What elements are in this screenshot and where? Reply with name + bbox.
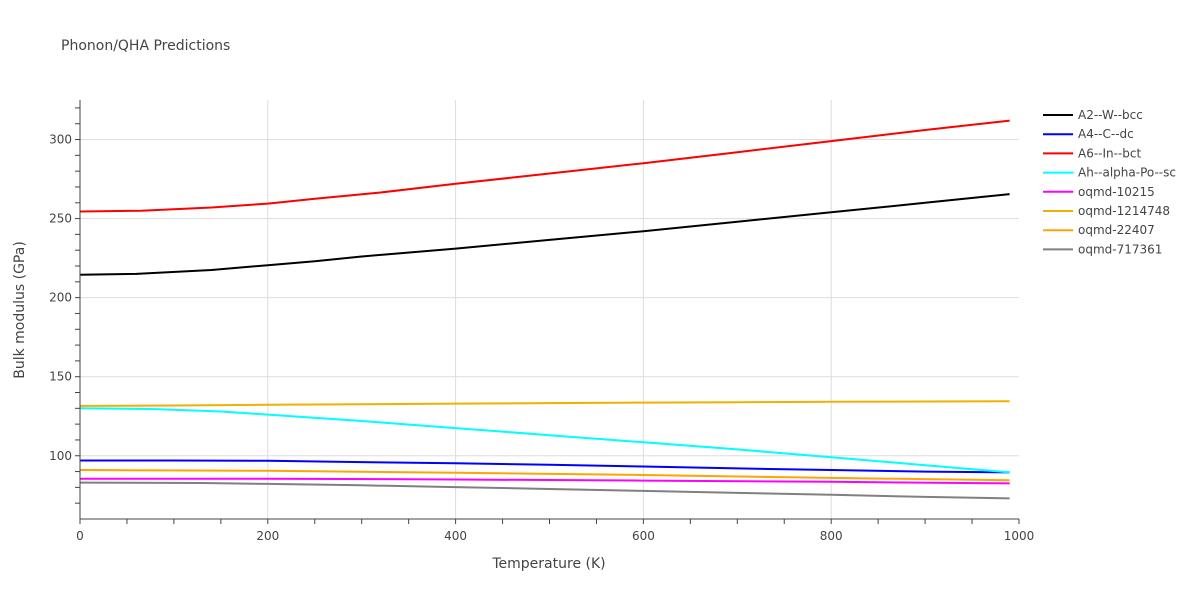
x-tick-label: 600 [632,529,655,543]
legend-item[interactable]: A4--C--dc [1043,127,1134,141]
legend[interactable]: A2--W--bcc A4--C--dc A6--In--bct Ah--alpha-… [1043,108,1176,256]
legend-label: oqmd-717361 [1078,242,1162,256]
x-tick-label: 0 [76,529,84,543]
series-line [79,481,1010,500]
legend-label: A2--W--bcc [1078,108,1143,122]
legend-label: Ah--alpha-Po--sc [1078,166,1176,180]
series-line [80,477,1010,485]
y-tick-label: 100 [49,449,72,463]
series-line [79,407,1010,474]
x-tick-label: 1000 [1004,529,1035,543]
tick-labels: 0 200 400 600 800 1000 100 150 200 250 300 [49,133,1034,543]
legend-label: A4--C--dc [1078,127,1134,141]
legend-item[interactable]: A6--In--bct [1043,146,1142,160]
legend-label: oqmd-10215 [1078,185,1155,199]
x-tick-label: 400 [444,529,467,543]
grid [80,100,1019,519]
series-line [79,119,1010,213]
legend-label: oqmd-22407 [1078,223,1155,237]
plot-area [79,119,1010,500]
series-line [80,459,1010,474]
y-tick-label: 300 [49,133,72,147]
legend-item[interactable]: Ah--alpha-Po--sc [1043,166,1176,180]
legend-item[interactable]: oqmd-1214748 [1043,204,1170,218]
y-tick-label: 250 [49,212,72,226]
series-line [79,400,1010,407]
y-tick-label: 200 [49,291,72,305]
series-line [79,193,1010,276]
legend-item[interactable]: oqmd-10215 [1043,185,1155,199]
axes [75,100,1020,524]
y-axis-label: Bulk modulus (GPa) [12,241,28,379]
x-tick-label: 800 [820,529,843,543]
x-tick-label: 200 [256,529,279,543]
legend-item[interactable]: oqmd-717361 [1043,242,1162,256]
legend-item[interactable]: A2--W--bcc [1043,108,1143,122]
chart-title: Phonon/QHA Predictions [61,38,230,54]
legend-label: oqmd-1214748 [1078,204,1170,218]
x-axis-label: Temperature (K) [491,556,605,572]
legend-item[interactable]: oqmd-22407 [1043,223,1155,237]
series-line [79,469,1010,482]
legend-label: A6--In--bct [1078,146,1142,160]
y-tick-label: 150 [49,370,72,384]
